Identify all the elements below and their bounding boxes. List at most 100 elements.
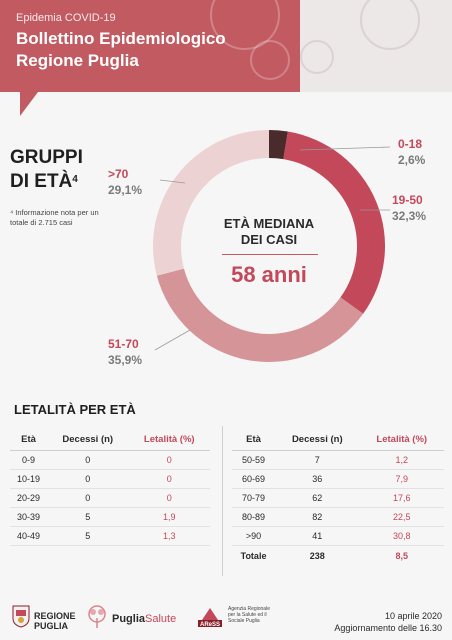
table-row: 20-29 0 0 bbox=[10, 488, 210, 508]
median-title-line-1: ETÀ MEDIANA bbox=[223, 216, 315, 231]
aress-description: Agenzia Regionale per la Salute ed il So… bbox=[228, 606, 270, 624]
page-title: Bollettino Epidemiologico Regione Puglia bbox=[16, 28, 226, 72]
table-row: 70-79 62 17,6 bbox=[232, 488, 444, 508]
table-row: 50-59 7 1,2 bbox=[232, 450, 444, 470]
virus-decoration-icon bbox=[300, 40, 334, 74]
letalita-table-right: Età Decessi (n) Letalità (%) 50-59 7 1,2 60… bbox=[232, 430, 444, 567]
regione-puglia-crest-icon bbox=[12, 605, 30, 628]
cell-letalita: 0 bbox=[128, 450, 210, 470]
gruppi-title-line-1: GRUPPI bbox=[10, 147, 83, 168]
total-decessi: 238 bbox=[275, 544, 360, 567]
table-row: 40-49 5 1,3 bbox=[10, 526, 210, 546]
gruppi-title-line-2: DI ETÀ bbox=[10, 171, 73, 192]
table-row: 0-9 0 0 bbox=[10, 450, 210, 470]
section-title-letalita: LETALITÀ PER ETÀ bbox=[14, 402, 136, 417]
divider bbox=[222, 254, 318, 255]
col-header-letalita: Letalità (%) bbox=[128, 430, 210, 451]
donut-slice-19-50 bbox=[283, 131, 385, 314]
slice-percent: 29,1% bbox=[108, 183, 143, 197]
title-line-1: Bollettino Epidemiologico bbox=[16, 29, 226, 48]
logo-regione-puglia: REGIONE PUGLIA bbox=[34, 611, 76, 631]
cell-eta: 30-39 bbox=[10, 507, 48, 527]
cell-decessi: 41 bbox=[275, 526, 360, 546]
update-text: Aggiornamento delle 16.30 bbox=[334, 623, 442, 633]
cell-letalita: 17,6 bbox=[359, 488, 444, 508]
table-header-row: Età Decessi (n) Letalità (%) bbox=[10, 430, 210, 451]
median-age-title: ETÀ MEDIANA DEI CASI bbox=[204, 216, 334, 248]
col-header-decessi: Decessi (n) bbox=[275, 430, 360, 451]
cell-eta: 50-59 bbox=[232, 450, 276, 470]
label-51-70: 51-70 35,9% bbox=[108, 336, 142, 368]
footnote-text: ⁴ Informazione nota per un totale di 2.7… bbox=[10, 208, 99, 227]
puglia-salute-tree-icon bbox=[88, 605, 106, 628]
slice-label: 19-50 bbox=[392, 193, 423, 207]
table-row: 80-89 82 22,5 bbox=[232, 507, 444, 527]
slice-label: 0-18 bbox=[398, 137, 423, 151]
title-line-2: Regione Puglia bbox=[16, 51, 139, 70]
cell-eta: 80-89 bbox=[232, 507, 276, 527]
median-age-value: 58 anni bbox=[231, 262, 307, 287]
slice-percent: 35,9% bbox=[108, 353, 143, 367]
table-row: >90 41 30,8 bbox=[232, 526, 444, 546]
donut-slice-0-18 bbox=[269, 130, 288, 160]
cell-letalita: 1,9 bbox=[128, 507, 210, 527]
col-header-decessi: Decessi (n) bbox=[47, 430, 129, 451]
label-0-18: 0-18 2,6% bbox=[398, 136, 425, 168]
cell-decessi: 7 bbox=[275, 450, 360, 470]
cell-decessi: 82 bbox=[275, 507, 360, 527]
cell-decessi: 0 bbox=[47, 450, 129, 470]
cell-letalita: 22,5 bbox=[359, 507, 444, 527]
leader-line bbox=[154, 329, 191, 351]
cell-letalita: 1,3 bbox=[128, 526, 210, 546]
section-title-gruppi: GRUPPI DI ETÀ4 bbox=[10, 146, 83, 194]
cell-eta: 10-19 bbox=[10, 469, 48, 489]
cell-eta: 60-69 bbox=[232, 469, 276, 489]
age-donut-chart bbox=[153, 130, 391, 362]
slice-percent: 32,3% bbox=[392, 209, 427, 223]
table-header-row: Età Decessi (n) Letalità (%) bbox=[232, 430, 444, 451]
cell-eta: 70-79 bbox=[232, 488, 276, 508]
table-row: 30-39 5 1,9 bbox=[10, 507, 210, 527]
cell-decessi: 62 bbox=[275, 488, 360, 508]
cell-decessi: 36 bbox=[275, 469, 360, 489]
label-over-70: >70 29,1% bbox=[108, 166, 142, 198]
banner-tail bbox=[20, 92, 56, 116]
col-header-eta: Età bbox=[10, 430, 48, 451]
cell-letalita: 7,9 bbox=[359, 469, 444, 489]
donut-slice-over-70 bbox=[153, 130, 269, 276]
table-divider bbox=[222, 426, 223, 576]
logo-text-line-2: PUGLIA bbox=[34, 621, 69, 631]
cell-decessi: 0 bbox=[47, 469, 129, 489]
logo2-part-a: Puglia bbox=[112, 613, 146, 625]
slice-label: >70 bbox=[108, 167, 129, 181]
cell-letalita: 0 bbox=[128, 469, 210, 489]
table-row: 60-69 36 7,9 bbox=[232, 469, 444, 489]
footnote-mark: 4 bbox=[72, 174, 78, 185]
cell-letalita: 1,2 bbox=[359, 450, 444, 470]
label-19-50: 19-50 32,3% bbox=[392, 192, 426, 224]
col-header-eta: Età bbox=[232, 430, 276, 451]
cell-decessi: 5 bbox=[47, 507, 129, 527]
aress-logo-icon bbox=[198, 608, 222, 627]
header-banner bbox=[0, 0, 300, 92]
total-label: Totale bbox=[232, 544, 276, 567]
leader-line bbox=[299, 146, 391, 151]
header-kicker: Epidemia COVID-19 bbox=[16, 12, 116, 24]
donut-slice-51-70 bbox=[156, 268, 364, 362]
cell-eta: 0-9 bbox=[10, 450, 48, 470]
cell-eta: 20-29 bbox=[10, 488, 48, 508]
logo-puglia-salute: PugliaSalute bbox=[112, 613, 177, 625]
letalita-table-left: Età Decessi (n) Letalità (%) 0-9 0 0 10-19 0… bbox=[10, 430, 210, 546]
table-row: 10-19 0 0 bbox=[10, 469, 210, 489]
aress-logo-text: AReSS bbox=[200, 622, 221, 628]
date-text: 10 aprile 2020 bbox=[384, 611, 442, 621]
report-date: 10 aprile 2020 Aggiornamento delle 16.30 bbox=[334, 610, 442, 634]
cell-eta: 40-49 bbox=[10, 526, 48, 546]
table-total-row: Totale 238 8,5 bbox=[232, 544, 444, 567]
median-title-line-2: DEI CASI bbox=[240, 232, 298, 247]
logo-text-line-1: REGIONE bbox=[34, 611, 76, 621]
leader-line bbox=[159, 179, 186, 184]
cell-eta: >90 bbox=[232, 526, 276, 546]
logo2-part-b: Salute bbox=[145, 613, 177, 625]
col-header-letalita: Letalità (%) bbox=[359, 430, 444, 451]
